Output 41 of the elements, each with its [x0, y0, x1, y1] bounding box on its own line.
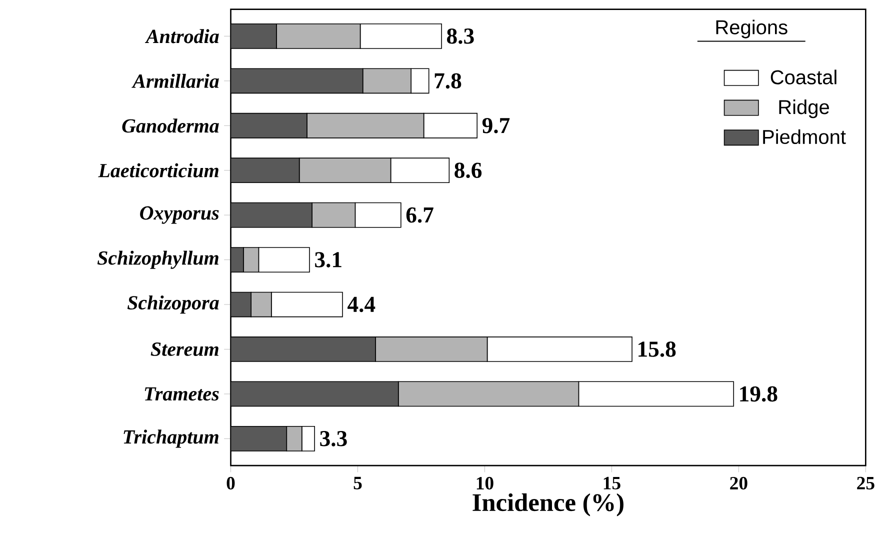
y-tick-label: Laeticorticium	[98, 163, 218, 178]
y-tick-label: Oxyporus	[140, 206, 219, 224]
x-tick-label: 5	[354, 476, 362, 490]
bar	[230, 112, 308, 138]
x-tick-label: 0	[226, 476, 235, 490]
bar	[230, 248, 244, 272]
bar	[230, 292, 252, 318]
legend-label: Coastal	[770, 70, 836, 84]
total-label: 19.8	[740, 386, 778, 402]
x-tick-label: 10	[476, 476, 494, 490]
bar	[230, 158, 300, 184]
total-label: 9.7	[482, 118, 510, 134]
y-tick-label: Stereum	[150, 342, 218, 356]
legend-label: Ridge	[779, 100, 829, 118]
y-tick-label: Armillaria	[132, 74, 219, 88]
y-tick-label: Schizopora	[127, 296, 219, 314]
bar	[230, 336, 376, 362]
total-label: 7.8	[434, 73, 462, 89]
bar	[230, 426, 288, 452]
bar	[230, 68, 364, 94]
y-tick-label: Trichaptum	[124, 430, 218, 448]
bar	[230, 202, 312, 228]
y-tick-label: Antrodia	[144, 29, 219, 44]
x-axis-title: Incidence (%)	[472, 493, 624, 516]
legend-title: Regions	[716, 20, 788, 38]
legend-label: Piedmont	[763, 129, 846, 144]
bar	[230, 24, 277, 49]
y-tick-label: Trametes	[144, 387, 219, 401]
y-tick-label: Schizophyllum	[97, 250, 218, 269]
y-tick-label: Ganoderma	[122, 118, 219, 133]
total-label: 4.4	[348, 296, 376, 312]
total-label: 3.1	[315, 252, 342, 268]
total-label: 8.6	[454, 162, 482, 178]
x-tick-label: 20	[730, 476, 748, 490]
bar	[230, 381, 399, 407]
total-label: 3.3	[320, 431, 347, 446]
total-label: 15.8	[638, 342, 676, 357]
total-label: 8.3	[447, 28, 474, 44]
x-tick-label: 25	[857, 476, 874, 490]
x-tick-label: 15	[604, 476, 620, 490]
total-label: 6.7	[406, 207, 434, 223]
